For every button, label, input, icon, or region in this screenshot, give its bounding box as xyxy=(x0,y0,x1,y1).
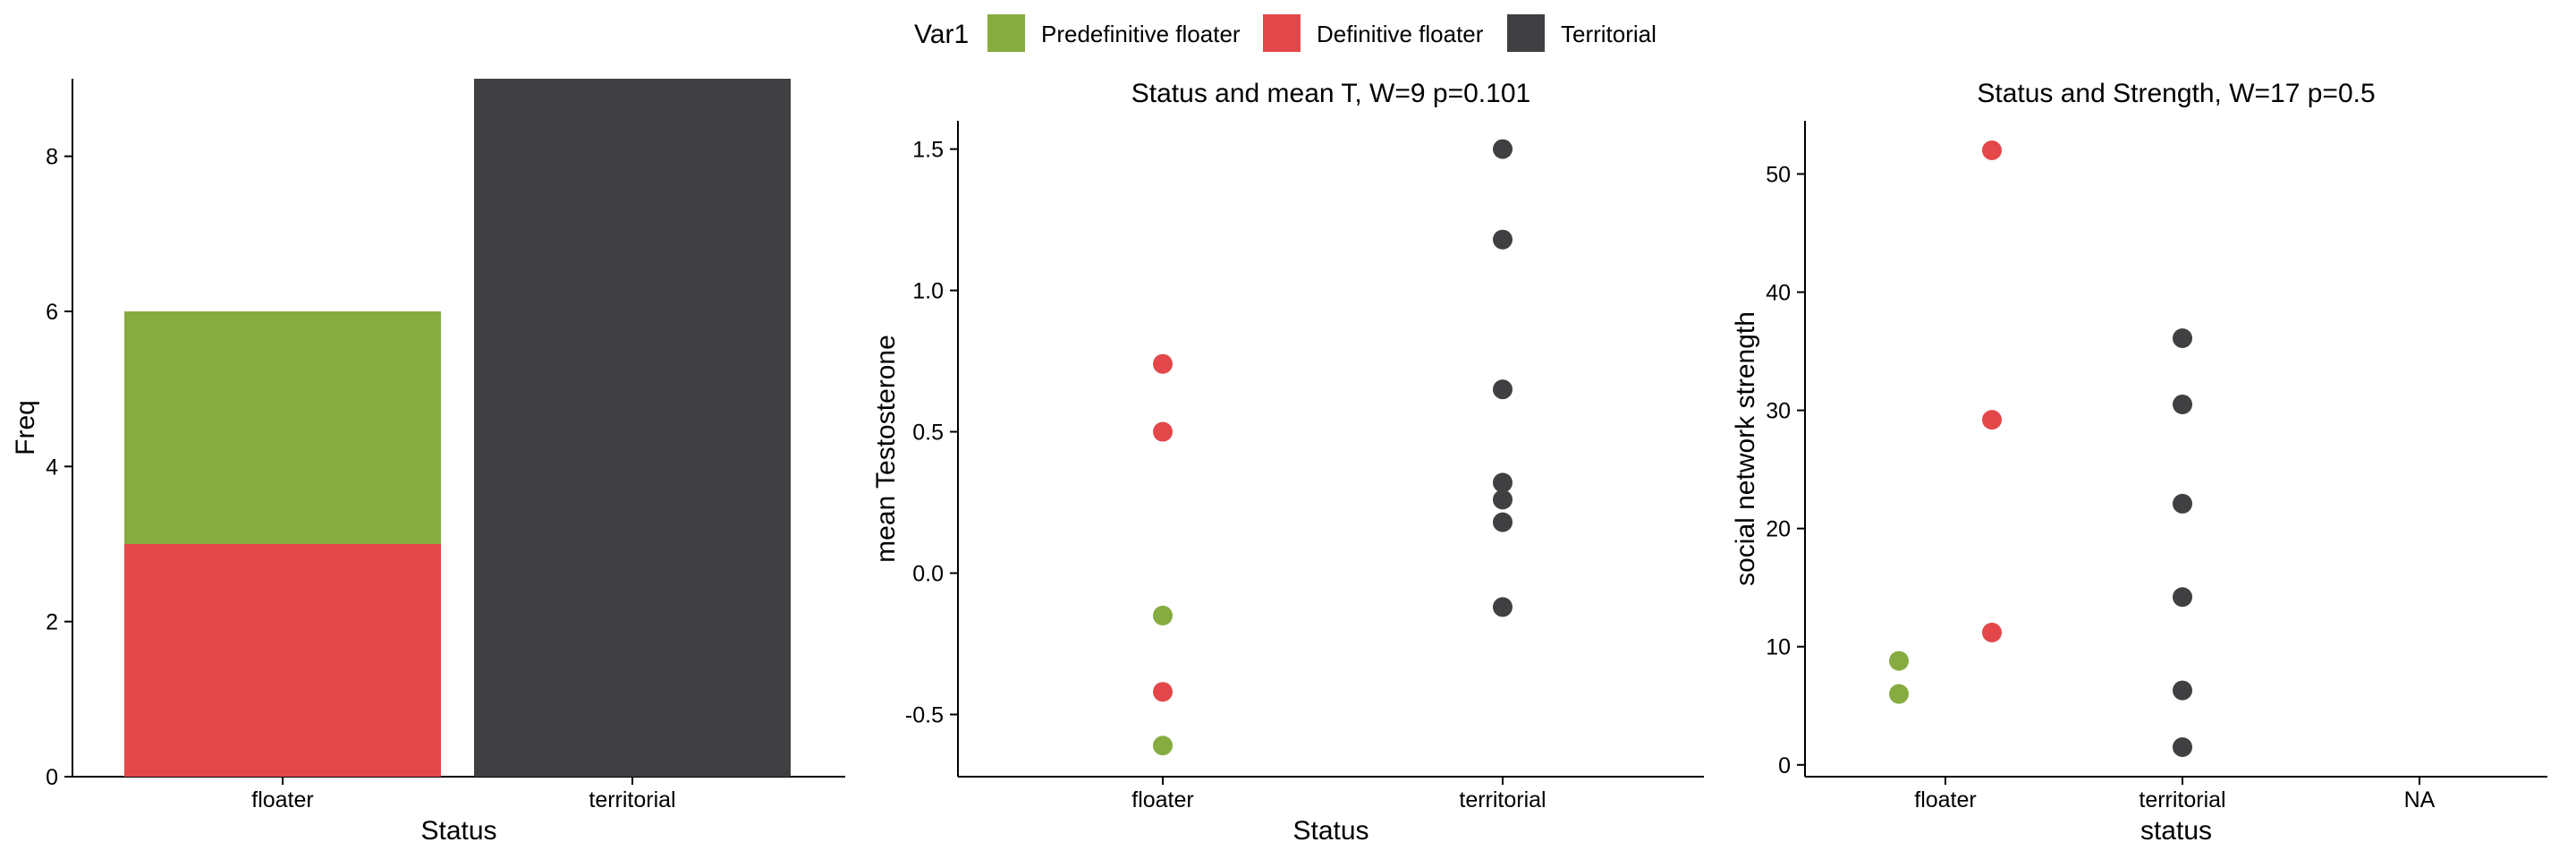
point-floater-predefinitive-floater xyxy=(1889,684,1909,704)
panel-social-strength: 0 10 20 30 40 50 floater territorial NA status soc… xyxy=(1731,79,2547,846)
legend-label-predefinitive-floater: Predefinitive floater xyxy=(1041,21,1241,47)
y-tick-label: 1.5 xyxy=(912,138,944,163)
y-tick-label: 8 xyxy=(46,145,58,170)
y-tick-label: 2 xyxy=(46,610,58,635)
point-territorial-territorial xyxy=(2173,587,2192,608)
y-tick-label: 6 xyxy=(46,300,58,325)
point-territorial-territorial xyxy=(1493,229,1513,250)
point-floater-predefinitive-floater xyxy=(1153,736,1173,756)
y-axis-title: Freq xyxy=(11,400,40,455)
x-tick-label-territorial: territorial xyxy=(1459,787,1546,812)
y-tick-label: 4 xyxy=(46,455,58,480)
y-tick-label: 40 xyxy=(1766,281,1791,306)
x-tick-label-territorial: territorial xyxy=(2139,787,2225,812)
legend: Var1 Predefinitive floater Definitive floa… xyxy=(914,14,1657,52)
point-territorial-territorial xyxy=(2173,493,2192,514)
panel-mean-testosterone: -0.5 0.0 0.5 1.0 1.5 floater territorial Status… xyxy=(871,79,1704,846)
y-tick-label: -0.5 xyxy=(905,702,944,727)
bar-floater-definitive-floater xyxy=(124,544,441,777)
y-tick-label: 10 xyxy=(1766,635,1791,660)
legend-key-territorial xyxy=(1507,14,1545,52)
y-tick-label: 0 xyxy=(1778,753,1791,778)
y-tick-label: 1.0 xyxy=(912,279,944,304)
y-tick-label: 20 xyxy=(1766,517,1791,542)
point-territorial-territorial xyxy=(2173,736,2192,757)
legend-label-territorial: Territorial xyxy=(1561,21,1657,47)
panel-frequency: 0 2 4 6 8 floater territorial Status Freq xyxy=(11,79,845,846)
point-floater-definitive-floater xyxy=(1982,410,2002,430)
legend-title: Var1 xyxy=(914,20,969,49)
point-floater-definitive-floater xyxy=(1153,682,1173,702)
point-territorial-territorial xyxy=(1493,597,1513,617)
x-axis-title: status xyxy=(2140,816,2212,846)
legend-key-definitive-floater xyxy=(1263,14,1301,52)
y-axis-title: social network strength xyxy=(1731,311,1760,586)
point-floater-predefinitive-floater xyxy=(1153,605,1173,625)
point-territorial-territorial xyxy=(1493,512,1513,532)
legend-label-definitive-floater: Definitive floater xyxy=(1317,21,1484,47)
y-tick-label: 0.5 xyxy=(912,421,944,446)
point-territorial-territorial xyxy=(2173,328,2192,349)
legend-key-predefinitive-floater xyxy=(987,14,1025,52)
x-axis-title: Status xyxy=(1292,816,1368,846)
point-territorial-territorial xyxy=(2173,394,2192,414)
point-floater-predefinitive-floater xyxy=(1889,651,1909,671)
point-floater-definitive-floater xyxy=(1982,140,2002,161)
point-territorial-territorial xyxy=(1493,379,1513,400)
y-tick-label: 30 xyxy=(1766,399,1791,424)
point-territorial-territorial xyxy=(2173,680,2192,701)
point-territorial-territorial xyxy=(1493,489,1513,510)
point-floater-definitive-floater xyxy=(1153,421,1173,442)
x-tick-label-na: NA xyxy=(2404,787,2436,812)
point-floater-definitive-floater xyxy=(1153,353,1173,374)
x-tick-label-floater: floater xyxy=(1131,787,1193,812)
plot-title: Status and mean T, W=9 p=0.101 xyxy=(1131,79,1530,108)
y-tick-label: 0 xyxy=(46,765,58,790)
x-tick-label-floater: floater xyxy=(251,787,313,812)
x-tick-label-territorial: territorial xyxy=(589,787,675,812)
bar-floater-predefinitive-floater xyxy=(124,311,441,544)
point-territorial-territorial xyxy=(1493,139,1513,159)
y-tick-label: 0.0 xyxy=(912,562,944,587)
x-axis-title: Status xyxy=(420,816,496,846)
y-axis-title: mean Testosterone xyxy=(871,335,901,563)
bar-territorial-territorial xyxy=(474,79,791,777)
y-tick-label: 50 xyxy=(1766,162,1791,187)
point-territorial-territorial xyxy=(1493,472,1513,493)
x-tick-label-floater: floater xyxy=(1914,787,1976,812)
plot-title: Status and Strength, W=17 p=0.5 xyxy=(1977,79,2375,108)
point-floater-definitive-floater xyxy=(1982,622,2002,642)
